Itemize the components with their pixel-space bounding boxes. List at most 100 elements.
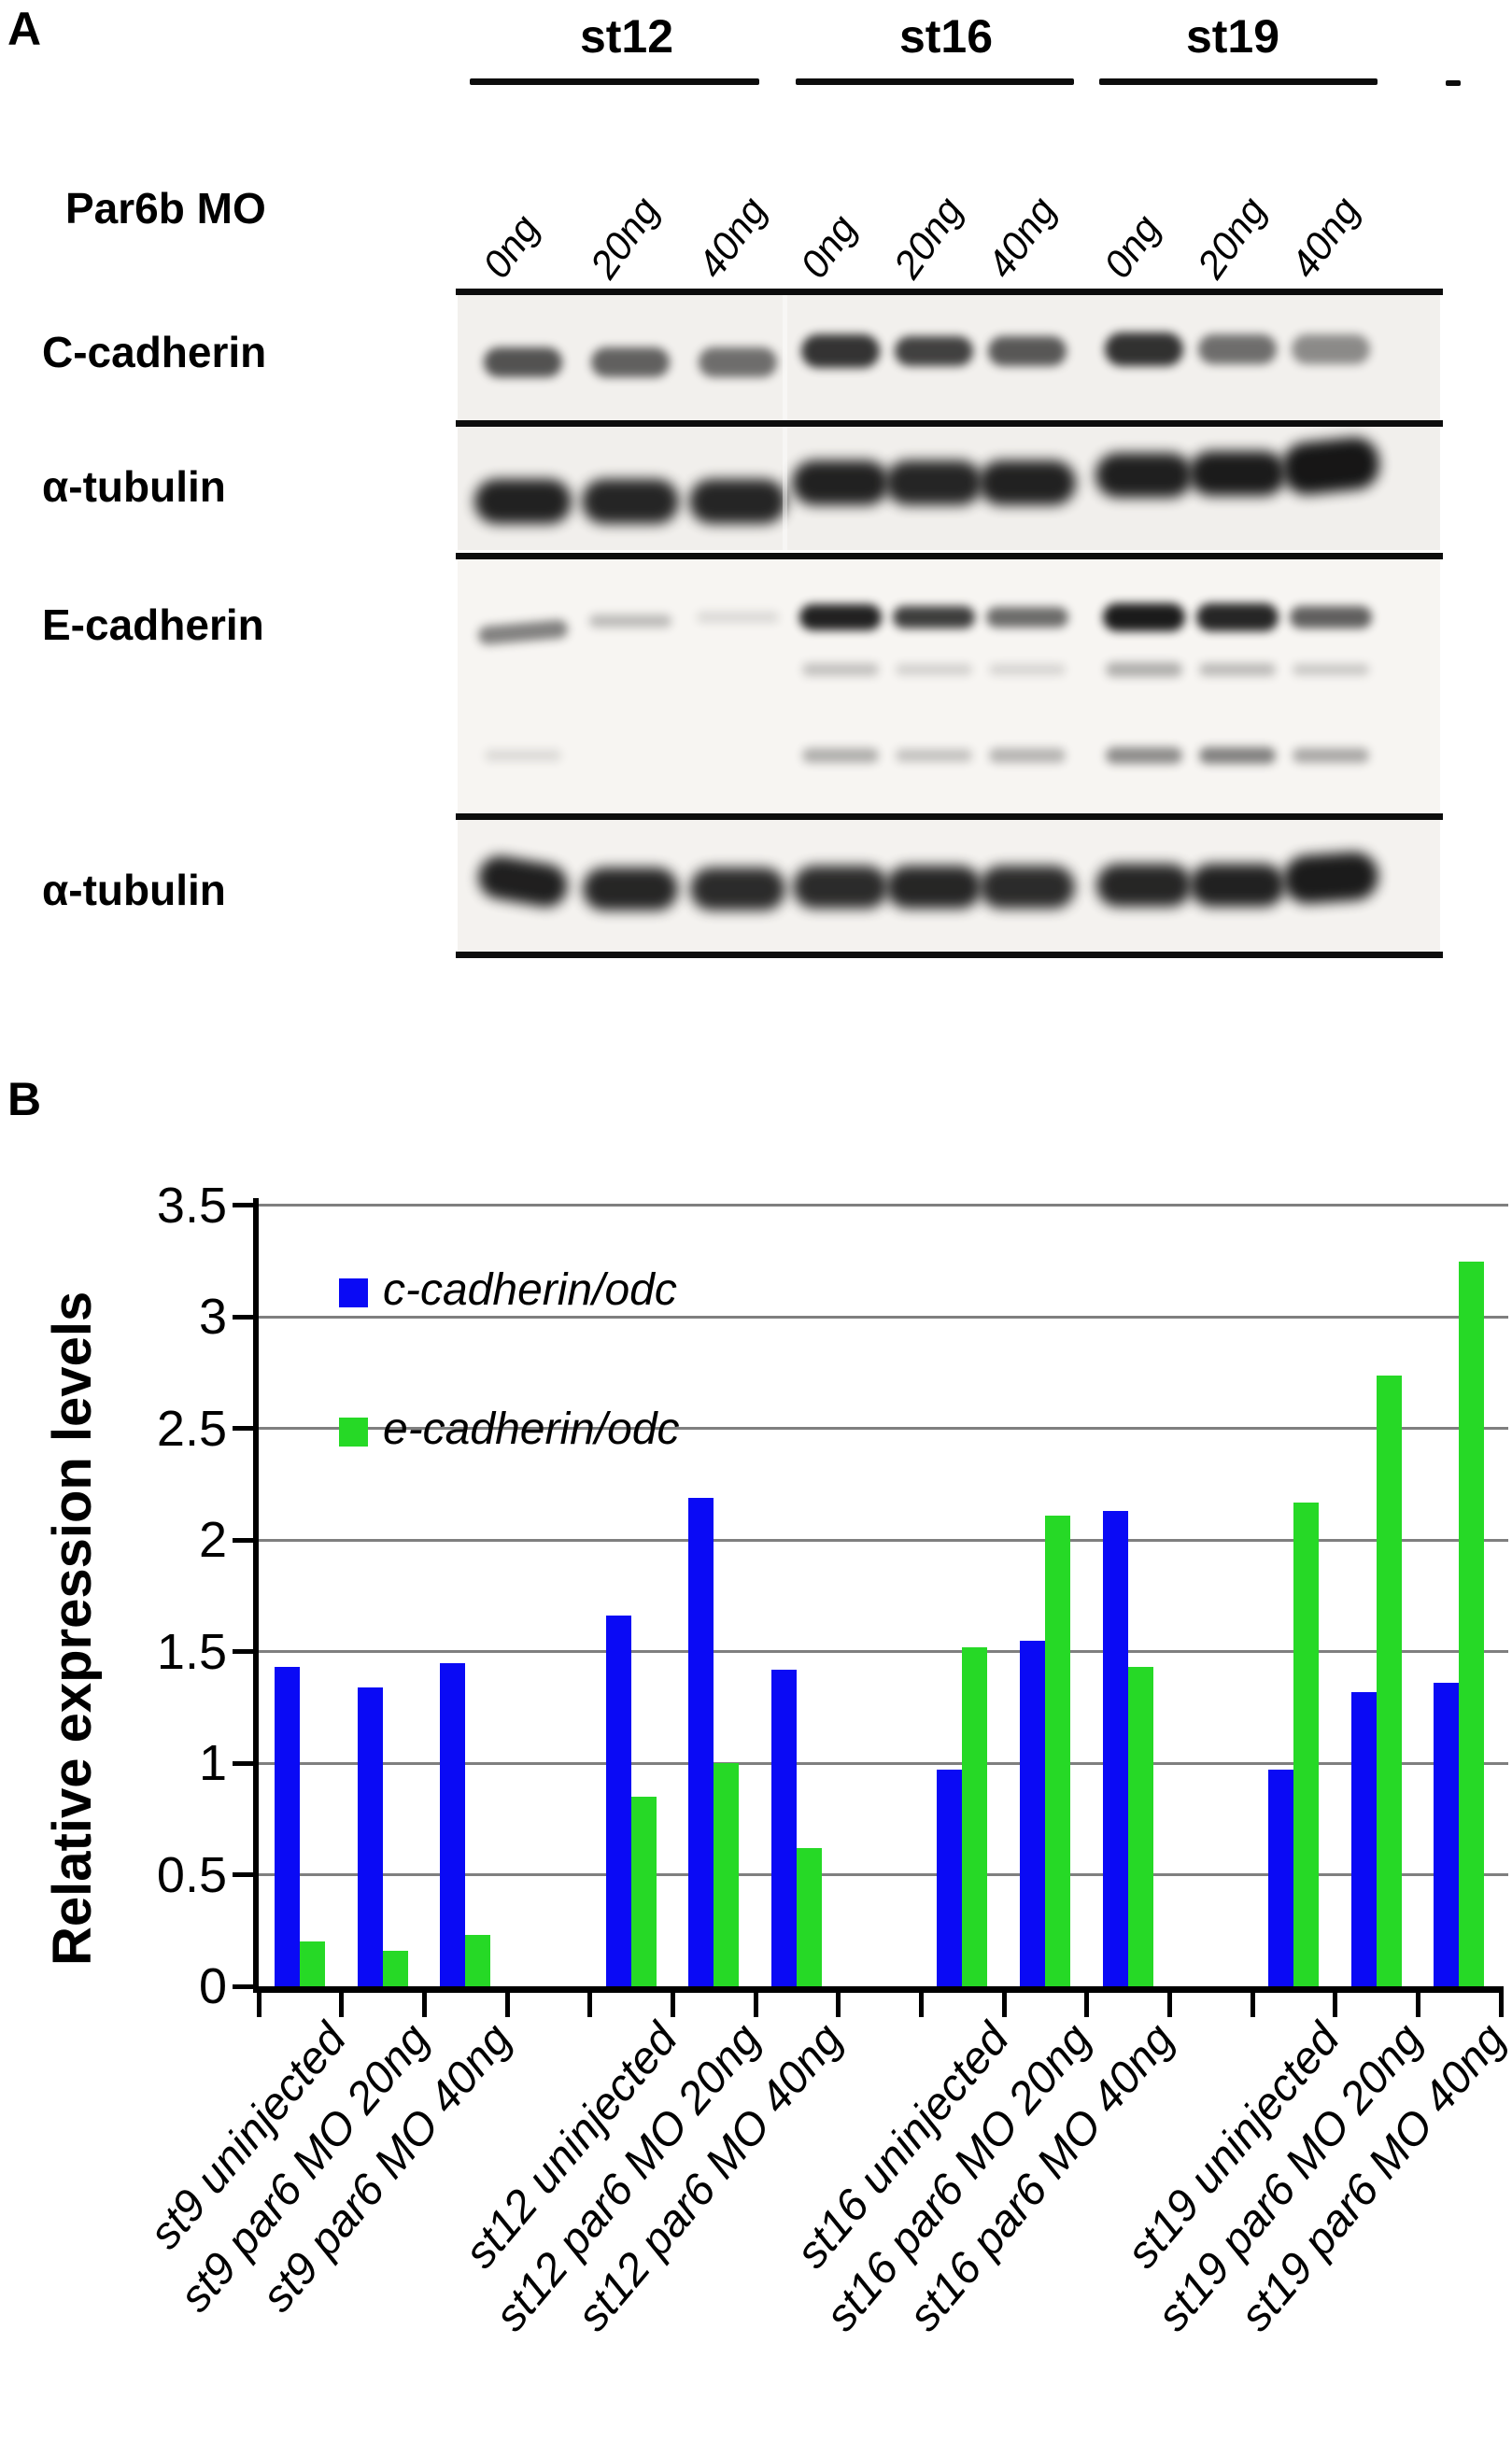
blot-band-minor xyxy=(896,749,972,762)
lane-label-2: 40ng xyxy=(688,189,775,286)
stage-underline-st12 xyxy=(470,78,759,85)
gridline-0.5 xyxy=(259,1873,1508,1877)
blot-band xyxy=(979,460,1076,505)
blot-band-minor xyxy=(1293,664,1369,675)
legend-label-e-cadherin: e-cadherin/odc xyxy=(383,1405,680,1454)
blot-band xyxy=(799,604,882,630)
gel-seam xyxy=(783,427,787,550)
blot-panel-3 xyxy=(458,820,1440,952)
bar-e-cadherin-6 xyxy=(962,1646,988,1986)
treatment-label: Par6b MO xyxy=(65,184,266,233)
y-tickmark-2.5 xyxy=(233,1426,259,1432)
lane-label-1: 20ng xyxy=(581,189,668,286)
blot-separator-4 xyxy=(456,952,1443,958)
blot-band xyxy=(1096,864,1192,907)
blot-band xyxy=(980,866,1075,909)
gridline-1 xyxy=(259,1761,1508,1765)
blot-separator-0 xyxy=(456,289,1443,295)
bar-e-cadherin-7 xyxy=(1045,1516,1070,1986)
y-tickmark-1 xyxy=(233,1760,259,1766)
stage-header-st12: st12 xyxy=(579,10,674,63)
blot-band xyxy=(1105,332,1183,366)
blot-band xyxy=(591,347,670,377)
y-tick-label-1.5: 1.5 xyxy=(156,1623,227,1680)
gridline-3 xyxy=(259,1315,1508,1319)
blot-band xyxy=(484,347,562,377)
x-tick-6 xyxy=(753,1986,758,2017)
blot-band xyxy=(1095,453,1193,498)
bar-e-cadherin-2 xyxy=(465,1935,491,1986)
y-tick-label-3: 3 xyxy=(198,1289,227,1346)
y-tickmark-3.5 xyxy=(233,1203,259,1208)
lane-label-5: 40ng xyxy=(978,189,1065,286)
blot-band xyxy=(699,347,777,377)
bar-c-cadherin-5 xyxy=(771,1669,797,1986)
legend-swatch-c-cadherin xyxy=(339,1278,368,1307)
x-axis-line xyxy=(253,1986,1503,1993)
legend-label-c-cadherin: c-cadherin/odc xyxy=(383,1265,677,1315)
blot-band xyxy=(793,866,888,909)
lane-label-4: 20ng xyxy=(884,189,971,286)
y-tick-label-0: 0 xyxy=(198,1958,227,2014)
blot-band-minor xyxy=(989,664,1066,675)
x-tick-7 xyxy=(836,1986,841,2017)
bar-c-cadherin-1 xyxy=(357,1687,383,1986)
bar-e-cadherin-5 xyxy=(797,1847,822,1986)
stage-underline-st16 xyxy=(796,78,1074,85)
y-tickmark-0 xyxy=(233,1983,259,1989)
lane-label-8: 40ng xyxy=(1281,189,1368,286)
blot-band xyxy=(1190,864,1285,907)
lane-label-7: 20ng xyxy=(1188,189,1275,286)
bar-c-cadherin-7 xyxy=(1020,1640,1045,1986)
bar-c-cadherin-4 xyxy=(688,1497,714,1986)
blot-band xyxy=(792,460,889,505)
x-tick-1 xyxy=(339,1986,345,2017)
x-tick-3 xyxy=(504,1986,510,2017)
edge-mark xyxy=(1446,80,1461,86)
blot-band xyxy=(1281,850,1380,906)
y-tickmark-2 xyxy=(233,1537,259,1543)
stage-underline-st19 xyxy=(1099,78,1378,85)
blot-panel-2 xyxy=(458,559,1440,813)
y-tickmark-3 xyxy=(233,1314,259,1320)
blot-band xyxy=(697,612,779,623)
gridline-2 xyxy=(259,1538,1508,1542)
blot-band-minor xyxy=(989,748,1066,763)
x-tick-9 xyxy=(1001,1986,1007,2017)
y-tickmark-1.5 xyxy=(233,1649,259,1655)
y-tick-label-1: 1 xyxy=(198,1735,227,1792)
blot-band xyxy=(1292,334,1370,364)
stage-header-st19: st19 xyxy=(1185,10,1280,63)
bar-c-cadherin-9 xyxy=(1268,1770,1293,1986)
blot-band xyxy=(689,479,786,524)
x-tick-4 xyxy=(587,1986,593,2017)
bar-c-cadherin-3 xyxy=(605,1616,631,1986)
bar-e-cadherin-4 xyxy=(714,1763,740,1986)
blot-band xyxy=(885,460,982,505)
blot-band-minor xyxy=(1199,663,1276,676)
x-tick-0 xyxy=(256,1986,261,2017)
blot-band-minor xyxy=(802,748,879,763)
x-tick-12 xyxy=(1250,1986,1255,2017)
blot-panel-1 xyxy=(458,427,1440,550)
gridline-2.5 xyxy=(259,1427,1508,1431)
x-tick-11 xyxy=(1166,1986,1172,2017)
bar-c-cadherin-6 xyxy=(937,1770,963,1986)
y-axis-line xyxy=(253,1198,259,1993)
blot-band-minor xyxy=(1199,747,1276,764)
blot-band xyxy=(1198,334,1277,364)
bar-e-cadherin-1 xyxy=(382,1950,408,1986)
blot-band xyxy=(474,479,572,524)
blot-band xyxy=(986,607,1068,628)
blot-band-minor xyxy=(1106,662,1182,677)
blot-band-minor xyxy=(802,663,879,676)
bar-c-cadherin-10 xyxy=(1350,1691,1377,1986)
blot-separator-1 xyxy=(456,420,1443,427)
bar-e-cadherin-3 xyxy=(630,1796,657,1986)
blot-band-minor xyxy=(1293,748,1369,763)
x-tick-14 xyxy=(1415,1986,1420,2017)
bar-e-cadherin-8 xyxy=(1127,1667,1153,1986)
gridline-1.5 xyxy=(259,1650,1508,1654)
blot-band xyxy=(1189,451,1286,496)
